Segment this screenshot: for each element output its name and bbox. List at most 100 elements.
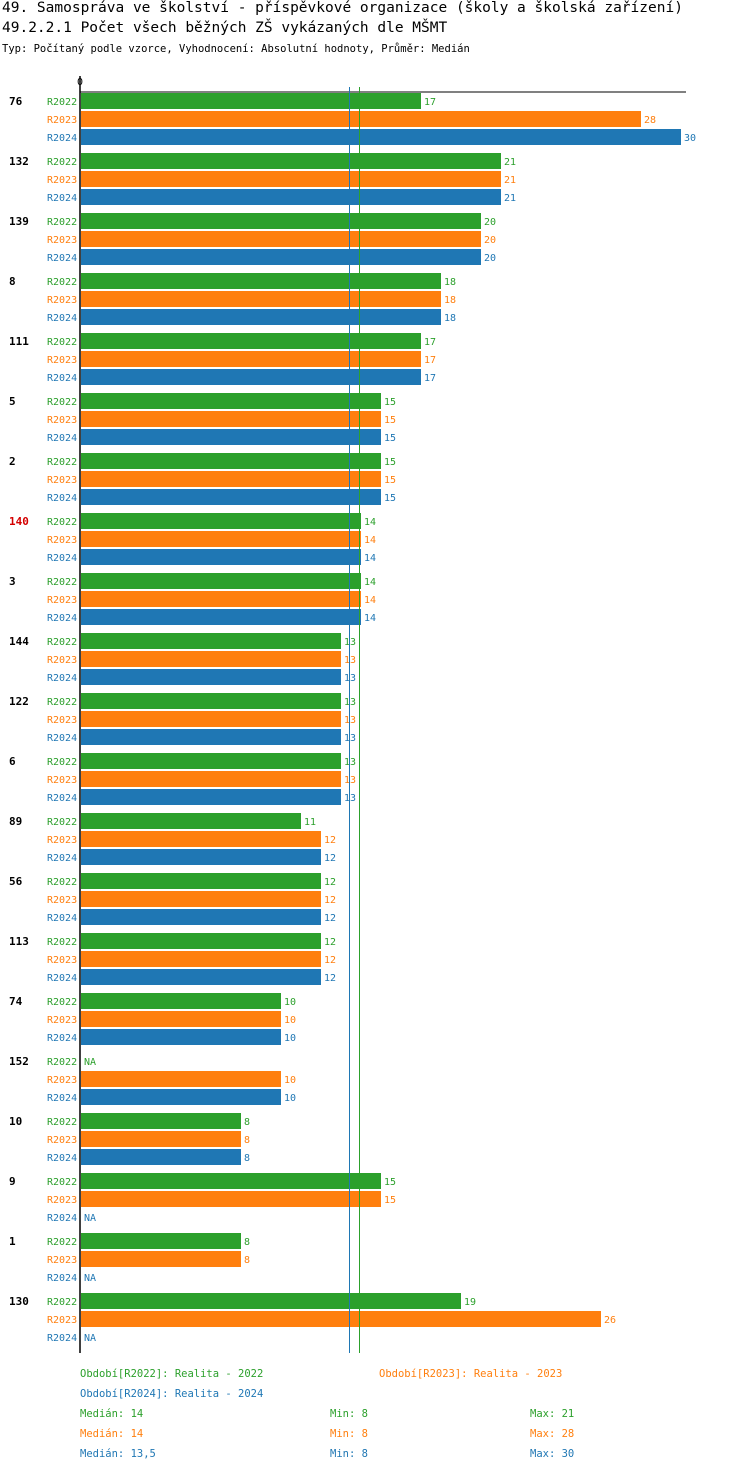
data-label: 13	[344, 793, 356, 804]
bar	[81, 771, 341, 787]
series-label: R2023	[47, 1255, 77, 1266]
data-label: 20	[484, 235, 496, 246]
data-label: 12	[324, 835, 336, 846]
bar	[81, 753, 341, 769]
data-label: 21	[504, 193, 516, 204]
series-label: R2022	[47, 457, 77, 468]
category-label: 5	[9, 395, 16, 408]
series-label: R2022	[47, 1297, 77, 1308]
chart-title: 49.2.2.1 Počet všech běžných ZŠ vykázaný…	[2, 20, 448, 36]
data-label: 8	[244, 1255, 250, 1266]
legend-period-r2022: Období[R2022]: Realita - 2022	[80, 1368, 264, 1380]
series-label: R2024	[47, 973, 77, 984]
data-label: 14	[364, 595, 376, 606]
bar	[81, 933, 321, 949]
bar	[81, 333, 421, 349]
series-label: R2024	[47, 793, 77, 804]
bar	[81, 351, 421, 367]
data-label-na: NA	[84, 1273, 96, 1284]
data-label: 20	[484, 253, 496, 264]
category-label: 6	[9, 755, 16, 768]
series-label: R2024	[47, 1333, 77, 1344]
category-label: 152	[9, 1055, 29, 1068]
data-label: 17	[424, 97, 436, 108]
data-label: 10	[284, 1033, 296, 1044]
series-label: R2023	[47, 655, 77, 666]
category-label: 89	[9, 815, 22, 828]
bar	[81, 729, 341, 745]
category-label: 74	[9, 995, 23, 1008]
data-label: 14	[364, 517, 376, 528]
bar	[81, 489, 381, 505]
series-label: R2022	[47, 1117, 77, 1128]
series-label: R2024	[47, 673, 77, 684]
series-label: R2022	[47, 697, 77, 708]
bar	[81, 189, 501, 205]
data-label: 17	[424, 373, 436, 384]
data-label: 8	[244, 1117, 250, 1128]
category-label: 113	[9, 935, 29, 948]
category-label: 139	[9, 215, 29, 228]
series-label: R2022	[47, 97, 77, 108]
series-label: R2023	[47, 295, 77, 306]
data-label: 15	[384, 415, 396, 426]
data-label: 11	[304, 817, 316, 828]
data-label-na: NA	[84, 1213, 96, 1224]
category-label: 76	[9, 95, 23, 108]
page-title: 49. Samospráva ve školství - příspěvkové…	[2, 0, 683, 16]
series-label: R2023	[47, 535, 77, 546]
bar	[81, 813, 301, 829]
data-label: 10	[284, 1015, 296, 1026]
series-label: R2022	[47, 997, 77, 1008]
legend-max-r2024: Max: 30	[530, 1448, 575, 1460]
category-label: 2	[9, 455, 16, 468]
bar	[81, 789, 341, 805]
bar	[81, 411, 381, 427]
data-label: 20	[484, 217, 496, 228]
series-label: R2022	[47, 1177, 77, 1188]
series-label: R2023	[47, 175, 77, 186]
bar	[81, 213, 481, 229]
bar	[81, 249, 481, 265]
bar	[81, 609, 361, 625]
bar	[81, 93, 421, 109]
data-label: 13	[344, 757, 356, 768]
bar	[81, 951, 321, 967]
series-label: R2022	[47, 397, 77, 408]
legend-median-r2024: Medián: 13,5	[80, 1448, 156, 1460]
series-label: R2023	[47, 415, 77, 426]
series-label: R2022	[47, 757, 77, 768]
series-label: R2022	[47, 1237, 77, 1248]
legend-min-r2024: Min: 8	[330, 1448, 368, 1460]
bar	[81, 369, 421, 385]
data-label: 15	[384, 475, 396, 486]
data-label: 15	[384, 1177, 396, 1188]
category-label: 122	[9, 695, 29, 708]
bar	[81, 453, 381, 469]
data-label-na: NA	[84, 1333, 96, 1344]
bar	[81, 1311, 601, 1327]
legend-period-r2023: Období[R2023]: Realita - 2023	[379, 1368, 563, 1380]
series-label: R2024	[47, 133, 77, 144]
data-label: 17	[424, 337, 436, 348]
bar	[81, 549, 361, 565]
x-axis-tick-label: 0	[77, 77, 83, 88]
series-label: R2024	[47, 313, 77, 324]
bar	[81, 471, 381, 487]
series-label: R2024	[47, 373, 77, 384]
bar	[81, 891, 321, 907]
data-label: 8	[244, 1153, 250, 1164]
legend-period-r2024: Období[R2024]: Realita - 2024	[80, 1388, 264, 1400]
data-label: 13	[344, 715, 356, 726]
data-label: 12	[324, 853, 336, 864]
category-label: 1	[9, 1235, 16, 1248]
bar	[81, 231, 481, 247]
series-label: R2023	[47, 1015, 77, 1026]
data-label: 8	[244, 1237, 250, 1248]
data-label: 21	[504, 175, 516, 186]
bar	[81, 849, 321, 865]
data-label: 12	[324, 913, 336, 924]
category-label: 130	[9, 1295, 29, 1308]
series-label: R2024	[47, 253, 77, 264]
series-label: R2023	[47, 475, 77, 486]
